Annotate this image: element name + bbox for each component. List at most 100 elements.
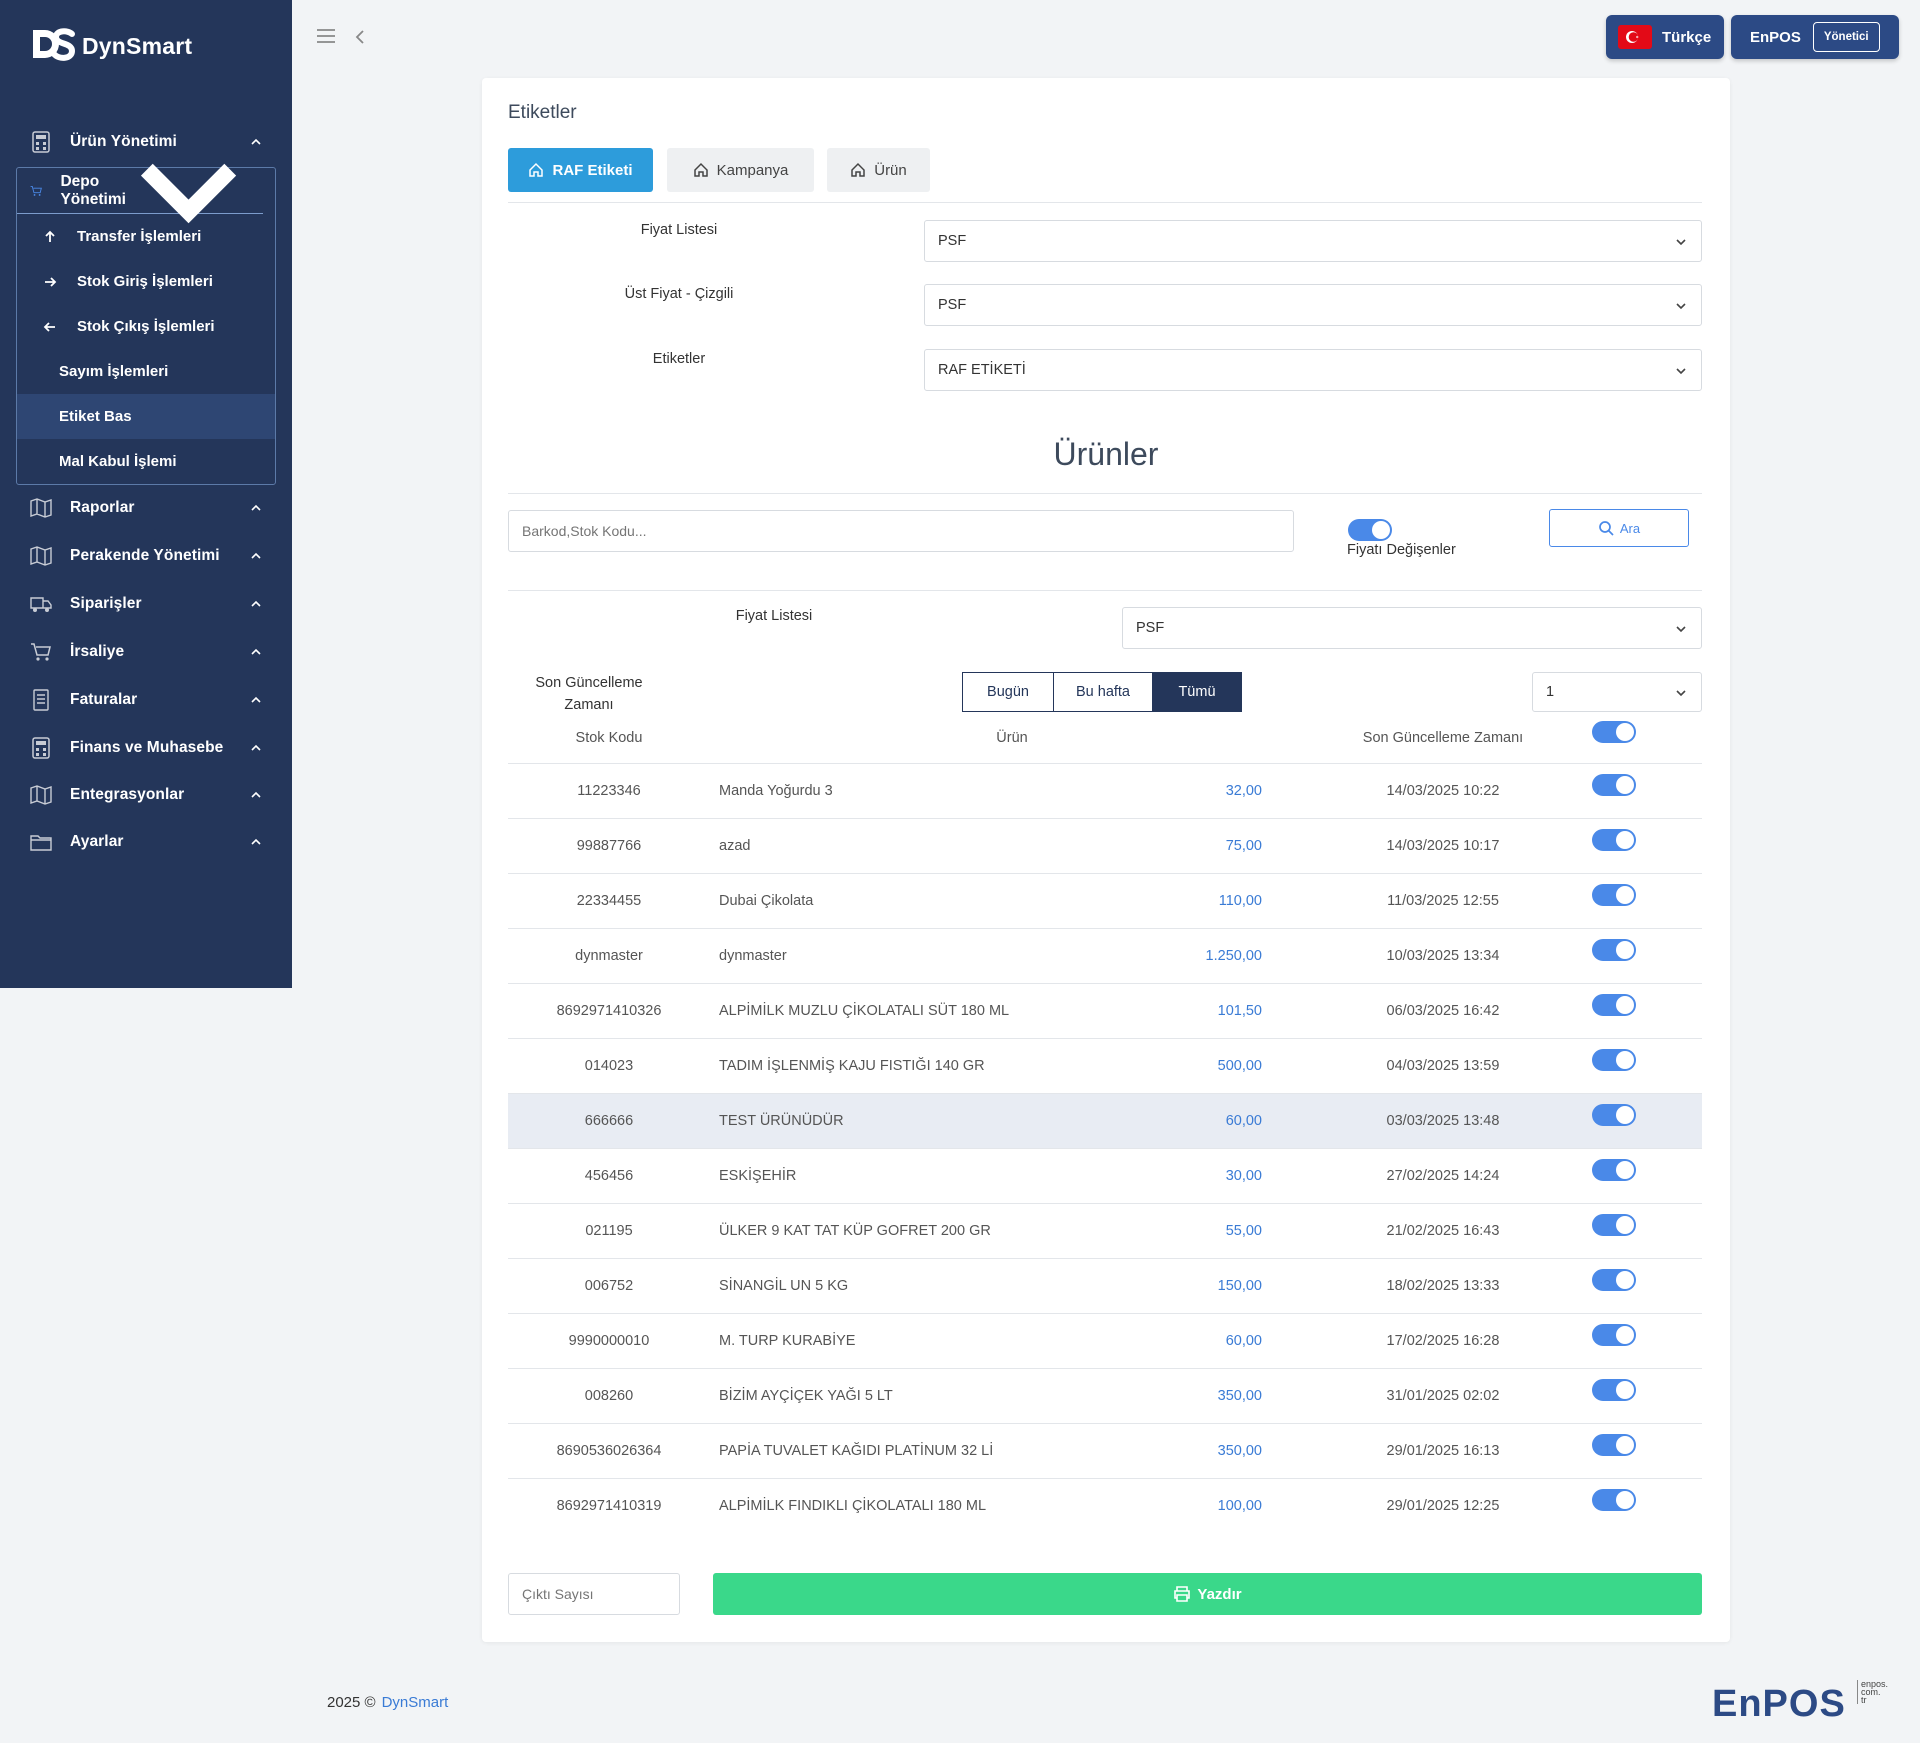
sub-mal-kabul[interactable]: Mal Kabul İşlemi (17, 439, 275, 484)
row-toggle[interactable] (1592, 884, 1636, 906)
sub-transfer[interactable]: Transfer İşlemleri (17, 214, 275, 259)
table-row[interactable]: 014023 TADIM İŞLENMİŞ KAJU FISTIĞI 140 GR… (508, 1038, 1702, 1093)
collapse-left-icon[interactable] (354, 29, 366, 45)
urun-cell: TADIM İŞLENMİŞ KAJU FISTIĞI 140 GR (719, 1058, 985, 1074)
row-toggle[interactable] (1592, 1214, 1636, 1236)
price-cell: 150,00 (1217, 1278, 1262, 1294)
row-toggle[interactable] (1592, 829, 1636, 851)
nav-finans[interactable]: Finans ve Muhasebe (0, 724, 292, 772)
labels-card: Etiketler RAF Etiketi Kampanya Ürün Fiya… (482, 78, 1730, 1642)
enpos-logo-sub: enpos. com. tr (1857, 1680, 1888, 1705)
chevron-up-icon (251, 648, 261, 655)
table-row[interactable]: 008260 BİZİM AYÇİÇEK YAĞI 5 LT 350,00 31/01… (508, 1368, 1702, 1423)
tab-kampanya[interactable]: Kampanya (667, 148, 814, 192)
row-toggle[interactable] (1592, 1324, 1636, 1346)
sub-stok-cikis[interactable]: Stok Çıkış İşlemleri (17, 304, 275, 349)
tab-urun[interactable]: Ürün (827, 148, 930, 192)
price-cell: 1.250,00 (1205, 948, 1262, 964)
nav-irsaliye[interactable]: İrsaliye (0, 628, 292, 676)
segment-bu-hafta[interactable]: Bu hafta (1053, 672, 1153, 712)
nav-ayarlar[interactable]: Ayarlar (0, 818, 292, 866)
home-icon (851, 162, 865, 177)
table-row[interactable]: 8690536026364 PAPİA TUVALET KAĞIDI PLATİN… (508, 1423, 1702, 1478)
nav-label: Faturalar (70, 691, 138, 708)
nav-depo-yonetimi[interactable]: Depo Yönetimi (17, 163, 263, 224)
table-row[interactable]: 9990000010 M. TURP KURABİYE 60,00 17/02/202… (508, 1313, 1702, 1368)
stok-kodu-cell: 22334455 (576, 893, 642, 909)
son-guncelleme-label: Son Güncelleme Zamanı (535, 675, 643, 713)
segment-bugun[interactable]: Bugün (962, 672, 1054, 712)
nav-entegrasyonlar[interactable]: Entegrasyonlar (0, 771, 292, 819)
row-toggle[interactable] (1592, 1434, 1636, 1456)
row-toggle[interactable] (1592, 1379, 1636, 1401)
table-row[interactable]: 11223346 Manda Yoğurdu 3 32,00 14/03/2025 1… (508, 763, 1702, 818)
table-row[interactable]: 8692971410319 ALPİMİLK FINDIKLI ÇİKOLATAL… (508, 1478, 1702, 1533)
cikti-sayisi-input[interactable] (508, 1573, 680, 1615)
price-cell: 350,00 (1217, 1388, 1262, 1404)
tab-raf-etiketi[interactable]: RAF Etiketi (508, 148, 653, 192)
footer-brand-link[interactable]: DynSmart (381, 1694, 449, 1711)
language-button[interactable]: Türkçe (1606, 15, 1724, 59)
urun-cell: BİZİM AYÇİÇEK YAĞI 5 LT (719, 1388, 893, 1404)
nav-label: Siparişler (70, 595, 142, 612)
user-button[interactable]: EnPOS Yönetici (1731, 15, 1899, 59)
row-toggle[interactable] (1592, 1269, 1636, 1291)
tab-label: Ürün (874, 161, 907, 179)
filter-fiyat-listesi-select[interactable]: PSF (1122, 607, 1702, 649)
page-select[interactable]: 1 (1532, 672, 1702, 712)
nav-urun-yonetimi[interactable]: Ürün Yönetimi (0, 118, 292, 166)
fiyati-degisenler-toggle[interactable] (1348, 519, 1392, 541)
row-toggle[interactable] (1592, 1159, 1636, 1181)
nav-label: Depo Yönetimi (60, 172, 126, 208)
urun-cell: dynmaster (719, 948, 787, 964)
segment-label: Bu hafta (1075, 684, 1130, 700)
search-button-label: Ara (1619, 520, 1641, 536)
table-row[interactable]: 99887766 azad 75,00 14/03/2025 10:17 (508, 818, 1702, 873)
chevron-down-icon (1676, 239, 1686, 246)
table-row[interactable]: 22334455 Dubai Çikolata 110,00 11/03/2025 1… (508, 873, 1702, 928)
urun-cell: azad (719, 838, 751, 854)
chevron-up-icon (251, 744, 261, 751)
chevron-down-icon (1676, 690, 1686, 697)
table-row[interactable]: 456456 ESKİŞEHİR 30,00 27/02/2025 14:24 (508, 1148, 1702, 1203)
nav-raporlar[interactable]: Raporlar (0, 484, 292, 532)
row-toggle[interactable] (1592, 1489, 1636, 1511)
row-toggle[interactable] (1592, 1104, 1636, 1126)
nav-perakende[interactable]: Perakende Yönetimi (0, 532, 292, 580)
etiketler-select[interactable]: RAF ETİKETİ (924, 349, 1702, 391)
nav-label: Ürün Yönetimi (70, 133, 177, 150)
sub-etiket-bas[interactable]: Etiket Bas (17, 394, 275, 439)
search-input[interactable] (508, 510, 1294, 552)
nav-siparisler[interactable]: Siparişler (0, 580, 292, 628)
row-toggle[interactable] (1592, 1049, 1636, 1071)
row-toggle[interactable] (1592, 994, 1636, 1016)
sub-sayim[interactable]: Sayım İşlemleri (17, 349, 275, 394)
table-row[interactable]: 8692971410326 ALPİMİLK MUZLU ÇİKOLATALI S… (508, 983, 1702, 1038)
date-cell: 31/01/2025 02:02 (1386, 1388, 1500, 1404)
date-cell: 29/01/2025 12:25 (1386, 1498, 1500, 1514)
column-header-son-guncelleme: Son Güncelleme Zamanı (1362, 730, 1524, 746)
row-toggle[interactable] (1592, 774, 1636, 796)
table-row[interactable]: dynmaster dynmaster 1.250,00 10/03/2025 13:… (508, 928, 1702, 983)
segment-tumu[interactable]: Tümü (1152, 672, 1242, 712)
hamburger-icon[interactable] (316, 28, 336, 44)
select-all-toggle[interactable] (1592, 721, 1636, 743)
price-cell: 350,00 (1217, 1443, 1262, 1459)
print-button[interactable]: Yazdır (713, 1573, 1702, 1615)
app-logo[interactable]: DynSmart (30, 26, 192, 66)
language-label: Türkçe (1662, 28, 1712, 46)
row-toggle[interactable] (1592, 939, 1636, 961)
sub-stok-giris[interactable]: Stok Giriş İşlemleri (17, 259, 275, 304)
ust-fiyat-select[interactable]: PSF (924, 284, 1702, 326)
fiyat-listesi-select[interactable]: PSF (924, 220, 1702, 262)
table-row[interactable]: 006752 SİNANGİL UN 5 KG 150,00 18/02/2025 1… (508, 1258, 1702, 1313)
search-button[interactable]: Ara (1549, 509, 1689, 547)
table-row[interactable]: 021195 ÜLKER 9 KAT TAT KÜP GOFRET 200 GR 5… (508, 1203, 1702, 1258)
price-cell: 100,00 (1217, 1498, 1262, 1514)
column-header-stok-kodu: Stok Kodu (575, 730, 643, 746)
etiketler-label: Etiketler (652, 351, 706, 367)
table-row[interactable]: 666666 TEST ÜRÜNÜDÜR 60,00 03/03/2025 13:48 (508, 1093, 1702, 1148)
column-header-urun: Ürün (996, 730, 1028, 746)
nav-faturalar[interactable]: Faturalar (0, 676, 292, 724)
brand-name: DynSmart (82, 32, 193, 59)
